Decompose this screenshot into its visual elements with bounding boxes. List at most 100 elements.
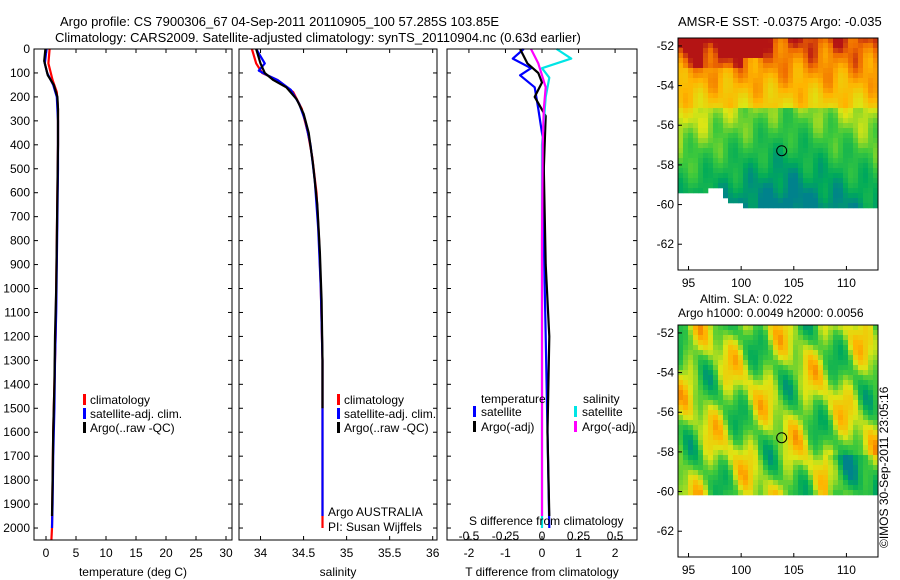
map-cell: [813, 88, 819, 94]
map-cell: [738, 455, 744, 461]
map-cell: [723, 460, 729, 466]
map-cell: [688, 490, 694, 496]
map-cell: [843, 450, 849, 456]
map-cell: [698, 73, 704, 79]
map-cell: [843, 430, 849, 436]
map-cell: [848, 455, 854, 461]
map-cell: [823, 173, 829, 179]
map-cell: [783, 123, 789, 129]
map-cell: [868, 405, 874, 411]
map-cell: [683, 440, 689, 446]
map-cell: [813, 345, 819, 351]
map-cell: [793, 345, 799, 351]
x-tick-label-s: 0.25: [567, 529, 591, 543]
map-cell: [813, 193, 819, 199]
map-cell: [793, 178, 799, 184]
map-cell: [823, 93, 829, 99]
map-cell: [843, 440, 849, 446]
map-cell: [768, 380, 774, 386]
map-cell: [798, 178, 804, 184]
map-cell: [813, 330, 819, 336]
map-cell: [743, 133, 749, 139]
map-cell: [793, 460, 799, 466]
map-cell: [808, 445, 814, 451]
sla-map-title-line2: Argo h1000: 0.0049 h2000: 0.0056: [678, 306, 864, 320]
map-cell: [803, 465, 809, 471]
map-cell: [843, 360, 849, 366]
map-cell: [733, 340, 739, 346]
map-cell: [793, 410, 799, 416]
x-tick-label: 36: [426, 546, 440, 560]
map-cell: [863, 485, 869, 491]
map-cell: [793, 78, 799, 84]
map-cell: [678, 345, 684, 351]
map-cell: [858, 43, 864, 49]
map-cell: [848, 470, 854, 476]
map-cell: [838, 183, 844, 189]
map-cell: [838, 133, 844, 139]
map-cell: [698, 335, 704, 341]
map-cell: [698, 83, 704, 89]
map-cell: [748, 178, 754, 184]
map-cell: [783, 153, 789, 159]
map-cell: [848, 410, 854, 416]
map-cell: [768, 128, 774, 134]
map-cell: [813, 475, 819, 481]
map-y-tick-label: -60: [657, 485, 675, 499]
map-cell: [683, 78, 689, 84]
map-cell: [843, 435, 849, 441]
map-cell: [853, 405, 859, 411]
map-cell: [693, 415, 699, 421]
map-cell: [838, 355, 844, 361]
map-cell: [683, 470, 689, 476]
map-cell: [683, 148, 689, 154]
map-cell: [708, 63, 714, 69]
map-cell: [853, 465, 859, 471]
map-cell: [868, 88, 874, 94]
map-cell: [698, 440, 704, 446]
map-cell: [748, 335, 754, 341]
map-cell: [733, 58, 739, 64]
map-cell: [753, 88, 759, 94]
map-cell: [723, 148, 729, 154]
map-cell: [678, 108, 684, 114]
map-cell: [738, 88, 744, 94]
map-cell: [763, 485, 769, 491]
map-cell: [698, 375, 704, 381]
map-cell: [843, 460, 849, 466]
map-cell: [858, 53, 864, 59]
map-cell: [848, 68, 854, 74]
map-cell: [873, 113, 879, 119]
map-cell: [743, 385, 749, 391]
map-cell: [778, 425, 784, 431]
map-cell: [818, 400, 824, 406]
map-cell: [708, 43, 714, 49]
map-cell: [768, 350, 774, 356]
map-cell: [693, 93, 699, 99]
map-cell: [763, 118, 769, 124]
map-y-tick-label: -54: [657, 79, 675, 93]
map-cell: [808, 420, 814, 426]
map-cell: [708, 390, 714, 396]
map-cell: [783, 88, 789, 94]
map-cell: [718, 450, 724, 456]
map-cell: [773, 475, 779, 481]
map-cell: [693, 108, 699, 114]
map-cell: [748, 350, 754, 356]
legend-t-argo: Argo(-adj): [481, 420, 534, 434]
map-cell: [703, 188, 709, 194]
map-cell: [758, 88, 764, 94]
map-cell: [833, 365, 839, 371]
map-cell: [698, 325, 704, 331]
map-cell: [743, 340, 749, 346]
map-cell: [728, 183, 734, 189]
map-cell: [723, 475, 729, 481]
map-cell: [758, 355, 764, 361]
map-cell: [678, 113, 684, 119]
map-cell: [828, 108, 834, 114]
map-cell: [738, 143, 744, 149]
map-cell: [743, 465, 749, 471]
map-cell: [803, 325, 809, 331]
map-cell: [843, 345, 849, 351]
map-cell: [863, 445, 869, 451]
